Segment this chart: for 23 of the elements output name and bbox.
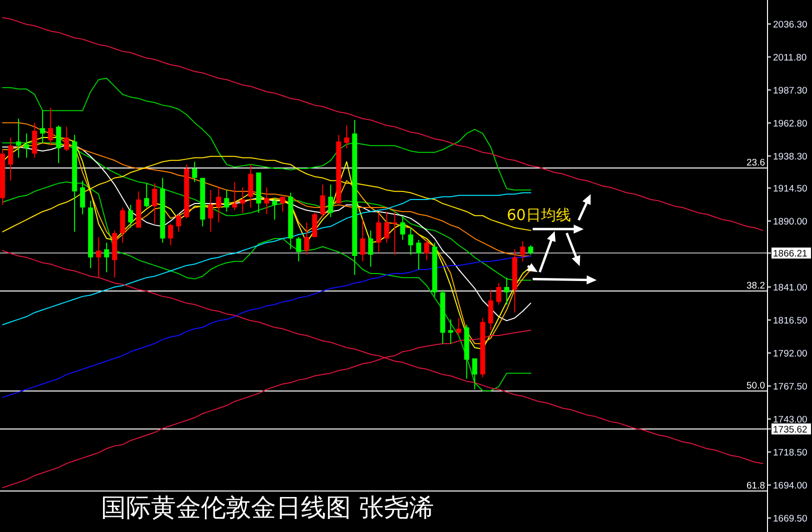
y-tick-label: 1694.00 [773, 480, 808, 492]
y-tick-label: 1743.00 [773, 414, 808, 426]
y-tick-label: 1669.50 [773, 513, 808, 524]
y-tick-label: 2036.30 [773, 19, 808, 30]
y-tick-label: 1841.00 [773, 282, 808, 294]
y-tick-label: 1987.30 [773, 85, 808, 96]
y-tick-label: 1914.50 [773, 183, 808, 194]
y-tick-label: 1735.62 [773, 424, 808, 436]
y-tick-label: 1938.30 [773, 151, 808, 162]
annotation: 23.6 [746, 157, 765, 168]
y-tick-label: 1816.50 [773, 315, 808, 326]
y-tick-label: 1718.50 [773, 447, 808, 458]
annotation: 60日均线 [506, 206, 571, 224]
annotation: 50.0 [746, 380, 765, 392]
y-tick-label: 1962.80 [773, 118, 808, 130]
y-tick-label: 1792.00 [773, 348, 808, 360]
text: 国际黄金伦敦金日线图 张尧浠 [101, 493, 434, 522]
annotation: 38.2 [746, 280, 765, 292]
y-tick-label: 1767.50 [773, 381, 808, 392]
y-tick-label: 2011.80 [773, 52, 807, 64]
y-tick-label: 1890.00 [773, 216, 808, 228]
annotation: 61.8 [746, 480, 765, 492]
y-tick-label: 1866.21 [773, 248, 808, 260]
